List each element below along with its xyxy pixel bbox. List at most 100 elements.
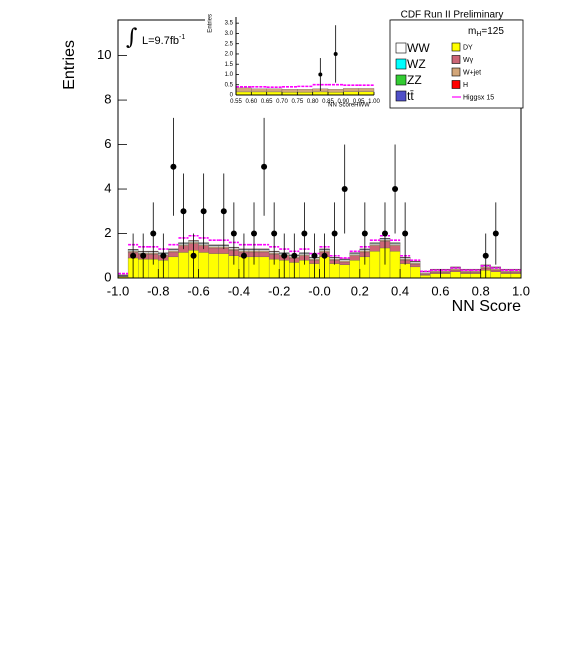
y-tick-label: 0.5	[225, 82, 234, 88]
histogram-bar	[490, 268, 501, 271]
histogram-bar	[389, 251, 401, 279]
data-point	[321, 252, 328, 259]
y-tick-label: 8	[104, 92, 111, 107]
x-tick-label: 0.80	[307, 99, 319, 105]
y-tick-label: 0	[230, 93, 234, 99]
x-tick-label: -0.8	[147, 284, 169, 299]
histogram-bar	[399, 263, 411, 279]
data-point	[180, 208, 187, 215]
data-point	[392, 186, 399, 193]
histogram-bar	[430, 273, 441, 279]
histogram-bar	[460, 270, 471, 273]
y-tick-label: 2.0	[225, 52, 234, 58]
x-tick-label: 0.6	[431, 284, 449, 299]
histogram-bar	[178, 252, 189, 279]
x-tick-label: 1.00	[368, 99, 380, 105]
x-tick-label: 0.60	[245, 99, 257, 105]
x-tick-label: 0.85	[322, 99, 334, 105]
y-tick-label: 6	[104, 136, 111, 151]
histogram-bar	[258, 250, 270, 253]
y-tick-label: 3.5	[225, 21, 234, 27]
legend-swatch	[395, 42, 407, 54]
legend-label: Wγ	[463, 57, 474, 64]
histogram-bar	[440, 272, 451, 274]
data-point	[240, 252, 247, 259]
y-axis-title: Entries	[61, 40, 78, 90]
legend-label: W+jet	[463, 69, 481, 76]
histogram-bar	[490, 271, 501, 279]
histogram-bar	[327, 89, 344, 93]
x-tick-label: 1.0	[512, 284, 530, 299]
histogram-bar	[297, 89, 313, 93]
histogram-bar	[168, 251, 179, 258]
x-axis-title: NN Score	[452, 298, 521, 315]
histogram-bar	[266, 88, 283, 93]
histogram-bar	[339, 260, 350, 263]
x-tick-label: 0.55	[230, 99, 242, 105]
lumi-text: L=9.7fb	[142, 35, 179, 47]
histogram-bar	[329, 263, 340, 279]
histogram-bar	[410, 266, 421, 279]
histogram-bar	[510, 270, 522, 273]
histogram-bar	[510, 272, 522, 274]
histogram-bar	[349, 255, 360, 261]
data-point	[318, 72, 323, 77]
legend-label: DY	[463, 44, 473, 51]
x-tick-label: 0.70	[276, 99, 288, 105]
data-point	[281, 252, 288, 259]
data-point	[381, 230, 388, 237]
histogram-bar	[208, 253, 219, 279]
histogram-bar	[500, 270, 512, 273]
x-tick-label: 0.75	[291, 99, 303, 105]
data-point	[271, 230, 278, 237]
legend-label: WW	[407, 41, 430, 55]
histogram-bar	[369, 243, 381, 245]
y-tick-label: 1.5	[225, 62, 234, 68]
histogram-bar	[343, 88, 359, 92]
histogram-bar	[389, 244, 401, 246]
lumi-label: L=9.7fb-1	[142, 34, 185, 47]
data-point	[291, 252, 298, 259]
x-tick-label: -0.2	[268, 284, 290, 299]
data-point	[492, 230, 499, 237]
legend-swatch	[451, 42, 461, 52]
histogram-bar	[198, 252, 209, 279]
histogram-bar	[440, 270, 451, 273]
legend-label: WZ	[407, 57, 426, 71]
histogram-bar	[349, 253, 360, 255]
histogram-bar	[470, 273, 481, 279]
histogram-bar	[470, 270, 481, 273]
data-point	[230, 230, 237, 237]
mass-value: =125	[481, 26, 504, 37]
legend-label: tt̄	[407, 89, 414, 103]
data-point	[150, 230, 157, 237]
histogram-bar	[208, 246, 219, 249]
data-point	[190, 252, 197, 259]
data-point	[251, 230, 258, 237]
y-tick-label: 0	[104, 269, 111, 284]
preliminary-label: CDF Run II Preliminary	[401, 10, 504, 21]
histogram-bar	[218, 253, 229, 279]
legend-swatch	[395, 74, 407, 86]
data-point	[301, 230, 308, 237]
histogram-bar	[500, 273, 512, 279]
x-tick-label: 0.95	[353, 99, 365, 105]
histogram-bar	[349, 254, 360, 256]
mass-m: m	[468, 26, 476, 37]
histogram-bar	[358, 88, 375, 92]
main-plot: -1.0 -0.8 -0.6 -0.4 -0.2 -0.0 0.2 0.4 0.6 0.8 1.00…	[61, 20, 530, 315]
histogram-bar	[281, 89, 298, 93]
x-tick-label: -0.6	[187, 284, 209, 299]
data-point	[220, 208, 227, 215]
histogram-bar	[258, 249, 270, 252]
histogram-bar	[168, 249, 179, 252]
histogram-bar	[490, 269, 501, 272]
histogram-bar	[168, 256, 179, 279]
histogram-bar	[460, 272, 471, 274]
data-point	[331, 230, 338, 237]
histogram-bar	[389, 243, 401, 245]
histogram-bar	[440, 273, 451, 279]
mass-sub: H	[476, 31, 481, 38]
x-tick-label: 0.8	[472, 284, 490, 299]
